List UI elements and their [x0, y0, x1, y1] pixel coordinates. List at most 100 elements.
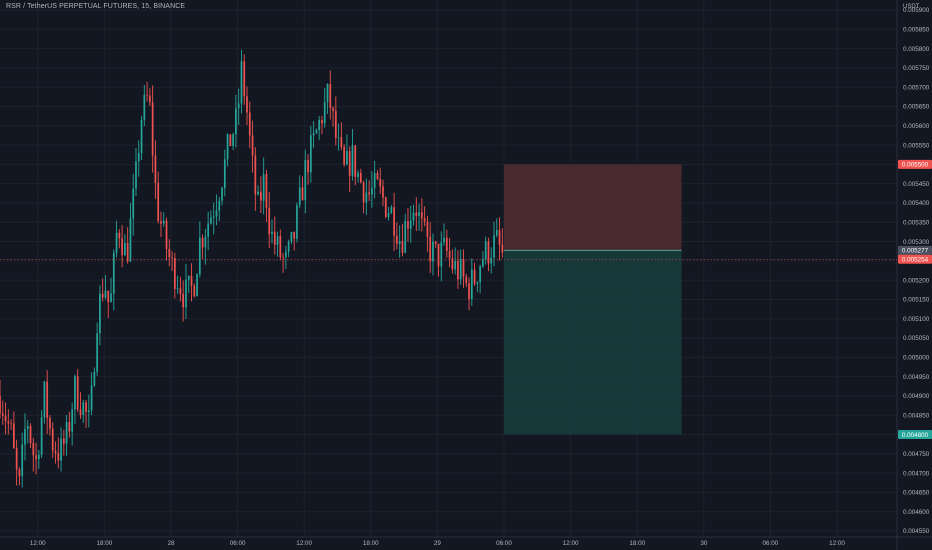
- candle-body[interactable]: [168, 248, 171, 258]
- candle-body[interactable]: [201, 237, 204, 248]
- candle-body[interactable]: [318, 119, 321, 131]
- candle-body[interactable]: [265, 174, 268, 208]
- candle-body[interactable]: [173, 257, 176, 289]
- candle-body[interactable]: [49, 417, 51, 429]
- candle-body[interactable]: [465, 276, 468, 284]
- candle-body[interactable]: [376, 173, 379, 179]
- candle-body[interactable]: [57, 453, 60, 461]
- candle-body[interactable]: [309, 135, 312, 173]
- candle-body[interactable]: [384, 197, 387, 217]
- candle-body[interactable]: [382, 186, 384, 198]
- candle-body[interactable]: [143, 94, 146, 120]
- candle-body[interactable]: [126, 243, 129, 262]
- candle-body[interactable]: [79, 409, 82, 415]
- candle-body[interactable]: [107, 290, 110, 303]
- candle-body[interactable]: [296, 205, 298, 239]
- candle-body[interactable]: [354, 145, 357, 178]
- candle-body[interactable]: [276, 236, 279, 245]
- candle-body[interactable]: [185, 279, 187, 308]
- candle-body[interactable]: [54, 450, 57, 454]
- candle-body[interactable]: [257, 191, 259, 195]
- candle-body[interactable]: [60, 438, 62, 461]
- candle-body[interactable]: [140, 119, 143, 154]
- candle-body[interactable]: [401, 241, 404, 253]
- candle-body[interactable]: [429, 236, 432, 262]
- candle-body[interactable]: [162, 220, 165, 224]
- candle-body[interactable]: [404, 221, 407, 253]
- candle-body[interactable]: [21, 444, 24, 477]
- candle-body[interactable]: [221, 187, 223, 201]
- candle-body[interactable]: [279, 236, 282, 258]
- candle-body[interactable]: [387, 212, 390, 217]
- candle-body[interactable]: [268, 207, 271, 235]
- candle-body[interactable]: [307, 159, 309, 173]
- candle-body[interactable]: [470, 269, 473, 300]
- candle-body[interactable]: [243, 61, 246, 97]
- candle-body[interactable]: [1, 413, 4, 416]
- candle-body[interactable]: [490, 257, 493, 264]
- candle-body[interactable]: [124, 243, 126, 256]
- candle-body[interactable]: [10, 423, 12, 425]
- candle-body[interactable]: [343, 146, 346, 165]
- candle-body[interactable]: [332, 108, 334, 111]
- candle-body[interactable]: [240, 61, 243, 104]
- candle-body[interactable]: [321, 119, 323, 124]
- candle-body[interactable]: [254, 155, 257, 195]
- candle-body[interactable]: [151, 102, 154, 156]
- candle-body[interactable]: [246, 96, 248, 113]
- candle-body[interactable]: [135, 161, 137, 189]
- candle-body[interactable]: [371, 187, 373, 195]
- candle-body[interactable]: [62, 438, 65, 444]
- candle-body[interactable]: [26, 425, 29, 430]
- candle-body[interactable]: [179, 288, 182, 294]
- candle-body[interactable]: [393, 207, 395, 236]
- candle-body[interactable]: [290, 231, 293, 242]
- candle-body[interactable]: [157, 182, 160, 222]
- candle-body[interactable]: [198, 237, 201, 275]
- candle-body[interactable]: [115, 232, 118, 253]
- candle-body[interactable]: [223, 159, 226, 188]
- candle-body[interactable]: [40, 417, 43, 455]
- candle-body[interactable]: [484, 241, 487, 260]
- candle-body[interactable]: [329, 84, 332, 109]
- candle-body[interactable]: [432, 241, 434, 262]
- candle-body[interactable]: [409, 220, 412, 229]
- candle-body[interactable]: [390, 207, 393, 213]
- candle-body[interactable]: [448, 250, 451, 259]
- candle-body[interactable]: [212, 216, 215, 218]
- candle-body[interactable]: [101, 293, 104, 298]
- candle-body[interactable]: [226, 134, 229, 160]
- candle-body[interactable]: [204, 236, 207, 248]
- candle-body[interactable]: [218, 200, 221, 211]
- candle-body[interactable]: [235, 108, 237, 135]
- candle-body[interactable]: [99, 293, 101, 334]
- candle-body[interactable]: [29, 425, 32, 443]
- candle-body[interactable]: [304, 159, 307, 201]
- candle-body[interactable]: [51, 428, 54, 451]
- candle-body[interactable]: [420, 212, 423, 219]
- candle-body[interactable]: [479, 266, 481, 283]
- candle-body[interactable]: [457, 260, 459, 280]
- candle-body[interactable]: [262, 174, 265, 201]
- candle-body[interactable]: [0, 395, 1, 414]
- candle-body[interactable]: [110, 293, 112, 303]
- candle-body[interactable]: [273, 231, 276, 245]
- candle-body[interactable]: [129, 218, 132, 262]
- candle-body[interactable]: [501, 244, 504, 253]
- candle-body[interactable]: [454, 260, 457, 270]
- candle-body[interactable]: [85, 402, 87, 412]
- candle-body[interactable]: [298, 187, 301, 206]
- candle-body[interactable]: [415, 212, 418, 216]
- candle-body[interactable]: [171, 257, 173, 259]
- candle-body[interactable]: [426, 221, 429, 237]
- candle-body[interactable]: [312, 133, 315, 136]
- candle-body[interactable]: [326, 84, 329, 102]
- candle-body[interactable]: [215, 210, 218, 217]
- candle-body[interactable]: [407, 221, 409, 229]
- candle-body[interactable]: [229, 134, 232, 147]
- candle-body[interactable]: [176, 288, 179, 290]
- candle-body[interactable]: [165, 220, 168, 249]
- candle-body[interactable]: [362, 182, 365, 203]
- candle-body[interactable]: [459, 259, 462, 280]
